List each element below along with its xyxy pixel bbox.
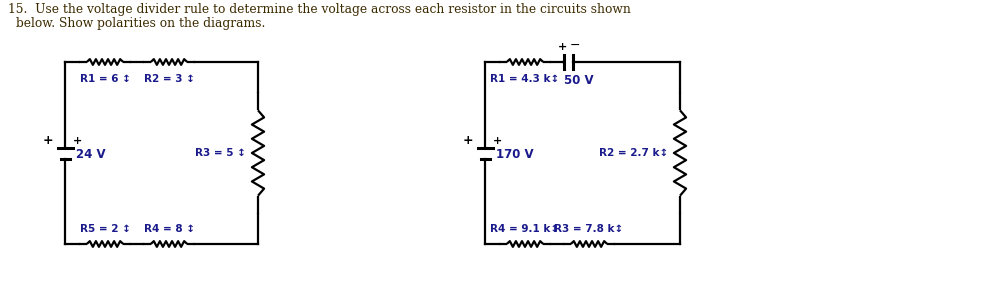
Text: R4 = 8 ↕: R4 = 8 ↕ [143,224,195,234]
Text: below. Show polarities on the diagrams.: below. Show polarities on the diagrams. [16,17,266,30]
Text: +: + [73,136,82,146]
Text: R4 = 9.1 k↕: R4 = 9.1 k↕ [490,224,559,234]
Text: 24 V: 24 V [76,148,106,161]
Text: +: + [462,133,473,146]
Text: R5 = 2 ↕: R5 = 2 ↕ [80,224,130,234]
Text: R3 = 5 ↕: R3 = 5 ↕ [195,148,246,158]
Text: +: + [493,136,502,146]
Text: +: + [557,42,567,52]
Text: −: − [569,39,580,52]
Text: 15.  Use the voltage divider rule to determine the voltage across each resistor : 15. Use the voltage divider rule to dete… [8,3,631,16]
Text: +: + [42,133,53,146]
Text: 50 V: 50 V [564,74,594,87]
Text: R3 = 7.8 k↕: R3 = 7.8 k↕ [554,224,623,234]
Text: 170 V: 170 V [496,148,534,161]
Text: R1 = 6 ↕: R1 = 6 ↕ [80,74,130,84]
Text: R1 = 4.3 k↕: R1 = 4.3 k↕ [490,74,559,84]
Text: R2 = 3 ↕: R2 = 3 ↕ [143,74,195,84]
Text: R2 = 2.7 k↕: R2 = 2.7 k↕ [599,148,668,158]
